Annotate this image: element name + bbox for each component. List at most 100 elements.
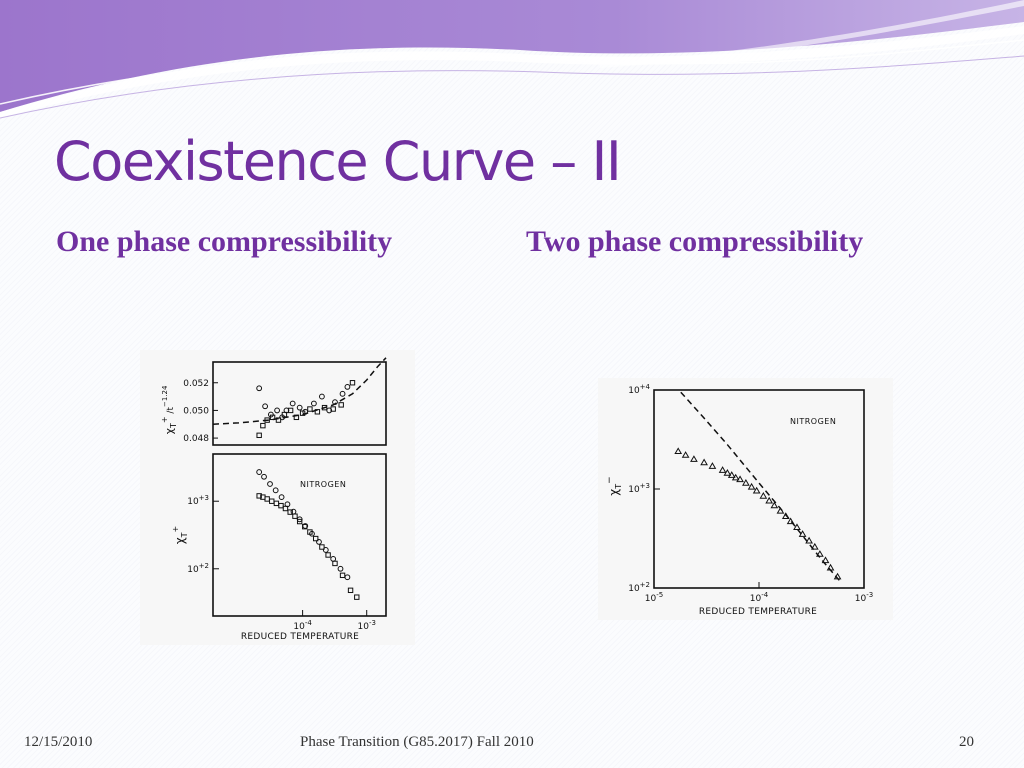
y-tick-label: 0.048	[183, 434, 209, 444]
data-point-square	[339, 572, 346, 579]
data-point-circle	[344, 574, 351, 581]
data-point-triangle	[742, 478, 750, 486]
slide-title: Coexistence Curve – II	[54, 130, 622, 193]
right-annotation: NITROGEN	[790, 417, 836, 426]
y-tick-label: 10+2	[187, 562, 209, 575]
footer-date: 12/15/2010	[24, 734, 93, 750]
data-point-triangle	[708, 462, 717, 469]
right-ylabel: χT−	[605, 476, 623, 495]
y-tick-label: 10+3	[187, 494, 209, 507]
data-point-triangle	[770, 501, 779, 509]
bottom-panel-ticks: 10+3 10+2 10-4 10-3	[187, 494, 376, 632]
data-point-triangle	[747, 482, 756, 490]
y-tick-label: 10+2	[628, 581, 650, 594]
top-panel-marks	[212, 357, 387, 439]
bottom-annotation: NITROGEN	[300, 480, 346, 489]
two-phase-chart: 10+4 10+3 10+210-5 10-4 10-3 NITROGEN χT− RE…	[605, 383, 873, 617]
data-point-square	[287, 509, 293, 515]
data-point-square	[332, 560, 338, 567]
right-panel-ticks: 10+4 10+3 10+210-5 10-4 10-3	[628, 383, 873, 604]
data-point-triangle	[690, 455, 698, 462]
header-wave-decoration	[0, 0, 1024, 119]
data-point-circle	[256, 469, 263, 475]
data-point-triangle	[759, 491, 768, 499]
data-point-triangle	[736, 475, 744, 483]
y-tick-label: 10+3	[628, 482, 650, 495]
bottom-panel-frame	[212, 453, 387, 617]
data-point-circle	[330, 556, 337, 562]
x-tick-label: 10-4	[750, 591, 769, 604]
data-point-circle	[310, 400, 317, 407]
x-tick-label: 10-4	[293, 619, 312, 632]
one-phase-chart: 0.052 0.050 0.048 χT+ /t−1.24 10+3 10+2 10-4…	[160, 357, 387, 642]
bottom-panel-marks	[256, 469, 360, 600]
right-panel-marks	[674, 391, 842, 583]
data-point-triangle	[700, 458, 708, 466]
data-point-square	[312, 535, 319, 542]
data-point-square	[256, 432, 262, 439]
data-point-circle	[319, 393, 325, 400]
footer-page-number: 20	[959, 734, 974, 750]
data-point-triangle	[821, 556, 830, 564]
data-point-circle	[344, 384, 351, 390]
data-point-circle	[289, 400, 296, 407]
footer-course: Phase Transition (G85.2017) Fall 2010	[300, 734, 534, 750]
y-tick-label: 0.050	[183, 406, 209, 416]
data-point-square	[260, 422, 266, 429]
data-point-circle	[272, 487, 279, 494]
data-point-triangle	[681, 451, 690, 458]
top-ylabel: χT+ /t−1.24	[160, 385, 178, 434]
fit-line-dashed	[212, 357, 387, 425]
x-tick-label: 10-5	[645, 591, 663, 604]
data-point-triangle	[752, 486, 761, 494]
data-point-square	[269, 414, 276, 421]
data-point-triangle	[786, 517, 795, 525]
fit-line-dashed	[680, 391, 842, 583]
data-point-circle	[296, 404, 303, 411]
x-tick-label: 10-3	[855, 591, 873, 604]
data-point-square	[338, 402, 344, 408]
one-phase-figure: 0.052 0.050 0.048 χT+ /t−1.24 10+3 10+2 10-4…	[140, 350, 415, 645]
data-point-triangle	[723, 469, 732, 476]
data-point-square	[325, 552, 331, 558]
data-point-circle	[261, 473, 267, 480]
right-xlabel: REDUCED TEMPERATURE	[699, 607, 817, 617]
bottom-ylabel: χT+	[171, 526, 189, 545]
subtitle-two-phase: Two phase compressibility	[526, 225, 864, 258]
data-point-circle	[316, 538, 322, 545]
data-point-square	[287, 407, 294, 414]
y-tick-label: 0.052	[183, 379, 209, 389]
data-point-square	[282, 505, 289, 512]
data-point-square	[307, 529, 313, 535]
data-point-square	[349, 380, 356, 386]
data-point-square	[307, 406, 313, 412]
data-point-circle	[267, 481, 273, 487]
data-point-triangle	[727, 471, 736, 478]
data-point-circle	[274, 407, 280, 414]
data-point-square	[264, 496, 270, 502]
data-point-square	[330, 406, 336, 412]
data-point-circle	[278, 494, 285, 501]
data-point-square	[292, 513, 298, 519]
two-phase-figure: 10+4 10+3 10+2 10-5 10-4 10-3 NITROGEN χT− RE…	[598, 378, 893, 620]
top-panel-ticks: 0.052 0.050 0.048	[183, 379, 218, 444]
y-tick-label: 10+4	[628, 383, 650, 396]
data-point-square	[281, 411, 288, 418]
data-point-circle	[267, 411, 274, 418]
data-point-circle	[326, 407, 333, 414]
data-point-square	[347, 587, 354, 594]
data-point-square	[296, 518, 303, 525]
data-point-circle	[256, 385, 263, 392]
data-point-square	[269, 498, 275, 504]
data-point-triangle	[731, 473, 740, 481]
data-point-triangle	[674, 447, 683, 455]
subtitle-one-phase: One phase compressibility	[56, 225, 393, 258]
data-point-circle	[337, 565, 344, 572]
data-point-square	[319, 544, 325, 550]
data-point-square	[273, 500, 280, 507]
data-point-triangle	[805, 536, 813, 544]
data-point-circle	[262, 403, 269, 410]
data-point-square	[302, 523, 308, 530]
data-point-triangle	[793, 523, 801, 531]
data-point-triangle	[810, 542, 819, 550]
